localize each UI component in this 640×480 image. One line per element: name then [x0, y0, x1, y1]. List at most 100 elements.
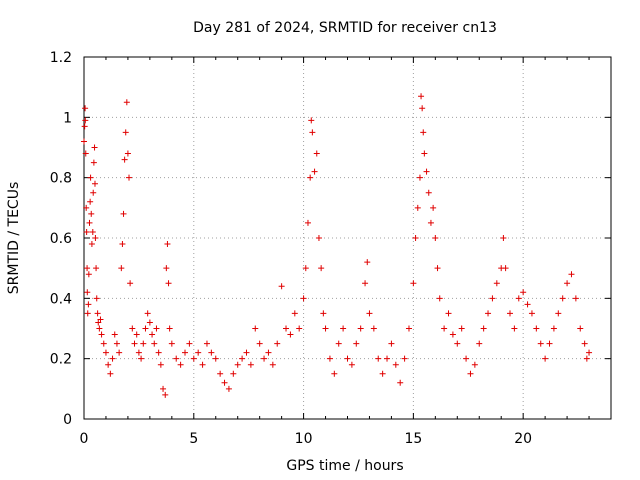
data-point [416, 174, 423, 181]
data-point [340, 325, 347, 332]
data-point [463, 355, 470, 362]
data-point [164, 241, 171, 248]
data-point [392, 361, 399, 368]
data-point [302, 265, 309, 272]
data-point [96, 325, 103, 332]
data-point [467, 370, 474, 377]
data-point [208, 349, 215, 356]
data-point [300, 295, 307, 302]
data-point [528, 310, 535, 317]
data-point [199, 361, 206, 368]
data-point [458, 325, 465, 332]
data-point [138, 355, 145, 362]
data-point [384, 355, 391, 362]
chart-title: Day 281 of 2024, SRMTID for receiver cn1… [193, 20, 497, 36]
data-point [90, 189, 97, 196]
data-point [353, 340, 360, 347]
data-point [195, 349, 202, 356]
data-point [122, 129, 129, 136]
data-point [82, 150, 89, 157]
data-point [550, 325, 557, 332]
data-point [129, 325, 136, 332]
data-point [454, 340, 461, 347]
data-point [90, 159, 97, 166]
data-point [120, 210, 127, 217]
data-point [94, 310, 101, 317]
data-point [315, 235, 322, 241]
data-point [318, 265, 325, 272]
data-point [113, 340, 120, 347]
data-point [421, 150, 428, 157]
x-tick-label: 10 [295, 431, 313, 447]
data-point [423, 168, 430, 175]
data-point [82, 105, 89, 112]
data-point [142, 325, 149, 332]
data-point [304, 219, 311, 226]
data-point [225, 385, 232, 392]
data-point [98, 331, 105, 338]
data-point [489, 295, 496, 302]
data-point [515, 295, 522, 302]
data-point [81, 123, 88, 130]
data-point [542, 355, 549, 362]
data-point [414, 204, 421, 211]
data-point [364, 259, 371, 266]
y-tick-label: 1 [63, 110, 72, 126]
data-point [436, 295, 443, 302]
data-point [153, 325, 160, 332]
data-point [583, 355, 590, 362]
data-point [135, 349, 142, 356]
data-point [247, 361, 254, 368]
data-point [182, 349, 189, 356]
data-point [362, 280, 369, 287]
data-point [480, 325, 487, 332]
data-point [410, 280, 417, 287]
data-point [419, 105, 426, 112]
data-point [476, 340, 483, 347]
data-point [445, 310, 452, 317]
data-point [418, 93, 425, 100]
data-point [140, 340, 147, 347]
x-tick-label: 5 [189, 431, 198, 447]
data-point [173, 355, 180, 362]
data-point [87, 198, 94, 205]
data-point [357, 325, 364, 332]
data-point [81, 138, 87, 145]
x-tick-label: 20 [514, 431, 532, 447]
data-point [151, 340, 158, 347]
data-point [203, 340, 210, 347]
data-point [533, 325, 540, 332]
data-point [88, 210, 95, 217]
data-point [177, 361, 184, 368]
data-point [127, 280, 134, 287]
data-point [102, 349, 109, 356]
data-point [344, 355, 351, 362]
data-point [116, 349, 123, 356]
data-point [105, 361, 112, 368]
data-point [375, 355, 382, 362]
data-point [84, 289, 91, 296]
data-point [296, 325, 303, 332]
data-point [190, 355, 197, 362]
data-point [485, 310, 492, 317]
data-point [313, 150, 320, 157]
data-point [331, 370, 338, 377]
data-point [366, 310, 373, 317]
data-point [559, 295, 566, 302]
data-point [401, 355, 408, 362]
data-point [388, 340, 395, 347]
y-tick-label: 0.2 [50, 352, 72, 368]
data-point [425, 189, 432, 196]
data-point [243, 349, 250, 356]
data-point [92, 235, 99, 241]
data-point [511, 325, 518, 332]
y-tick-label: 0.4 [50, 291, 72, 307]
data-point [111, 331, 118, 338]
data-point [93, 295, 100, 302]
data-point [322, 325, 329, 332]
data-point [307, 174, 314, 181]
data-point [146, 319, 153, 326]
data-point [234, 361, 241, 368]
data-point [572, 295, 579, 302]
data-point [291, 310, 298, 317]
